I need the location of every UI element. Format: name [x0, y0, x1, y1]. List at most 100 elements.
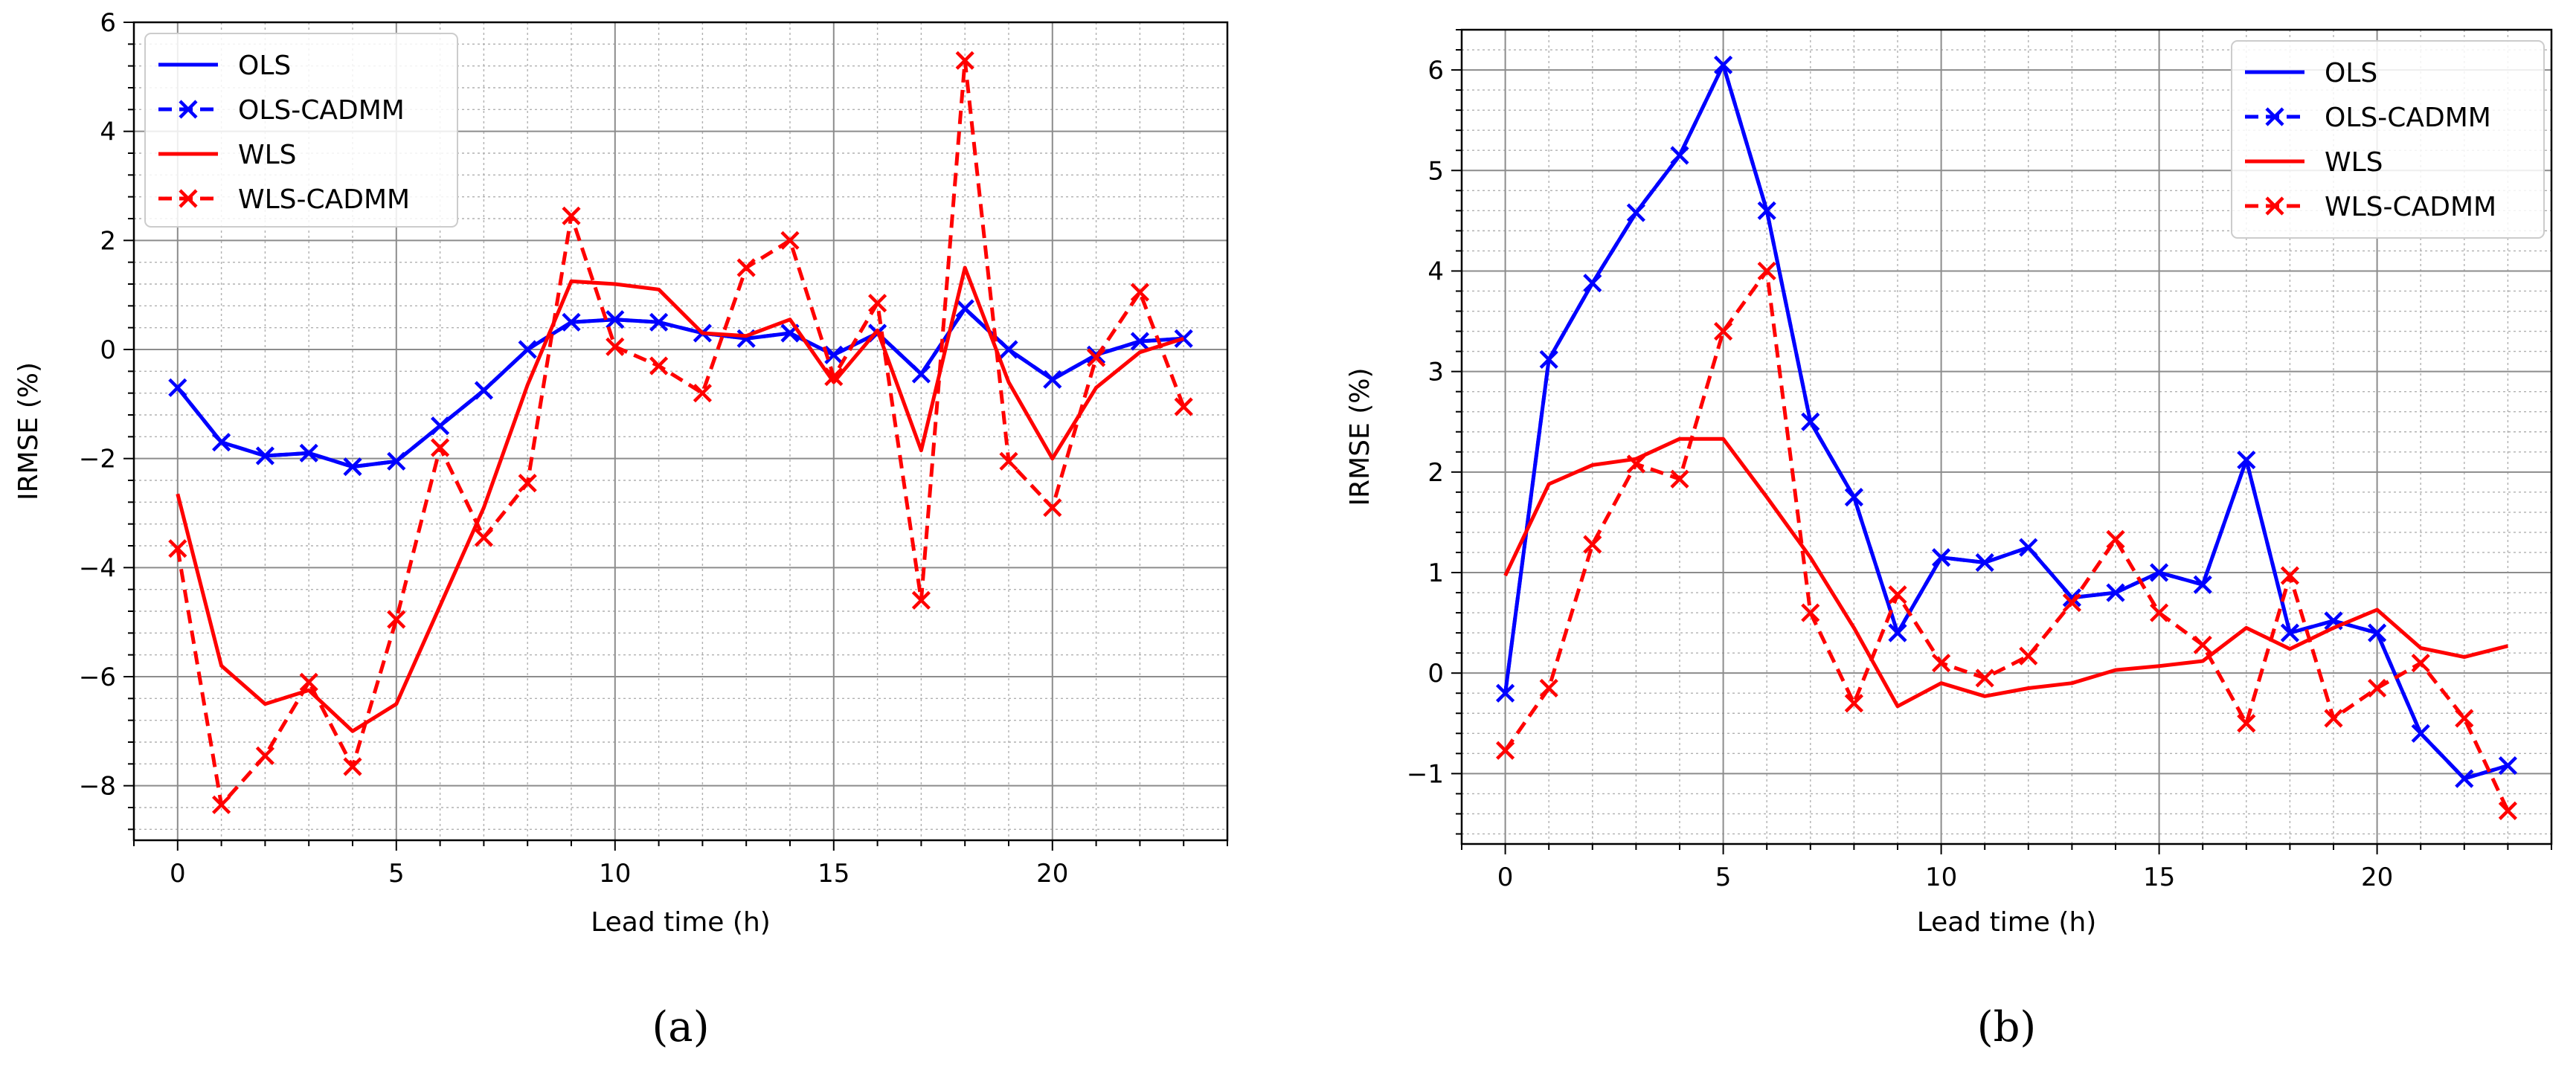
data-point-ols-cadmm — [2106, 583, 2125, 602]
panel-label: (a) — [652, 1003, 709, 1051]
y-tick-label: 1 — [1427, 558, 1444, 588]
data-point-ols-cadmm — [2237, 451, 2256, 470]
x-tick-label: 0 — [170, 859, 186, 889]
data-point-wls-cadmm — [168, 539, 187, 558]
legend-label-wls-cadmm: WLS-CADMM — [238, 184, 410, 215]
panel-a: 0 5 10 15 20 −8 −6 −4 −2 0 2 4 6 Lead time (h) IRMSE (… — [13, 8, 1229, 1051]
data-point-ols-cadmm — [1583, 274, 1602, 293]
y-tick-label: −4 — [79, 553, 116, 583]
data-point-ols-cadmm — [212, 433, 231, 452]
data-point-ols-cadmm — [562, 312, 581, 332]
x-tick-label: 15 — [818, 859, 849, 889]
data-point-ols-cadmm — [999, 340, 1018, 359]
legend-box — [2231, 40, 2545, 239]
y-tick-label: −2 — [79, 445, 116, 474]
data-point-wls-cadmm — [911, 590, 931, 610]
series-line-wls — [176, 265, 1184, 733]
data-point-ols-cadmm — [955, 299, 974, 318]
data-point-wls-cadmm — [1539, 678, 1558, 698]
data-point-wls-cadmm — [999, 451, 1018, 471]
legend: OLS OLS-CADMM WLS WLS-CADMM — [2231, 40, 2545, 239]
data-point-ols-cadmm — [1670, 146, 1689, 165]
series-line-ols — [176, 306, 1184, 469]
data-point-wls-cadmm — [2411, 654, 2430, 673]
data-point-wls-cadmm — [2455, 709, 2474, 728]
data-point-wls-cadmm — [955, 51, 974, 70]
data-point-ols-cadmm — [1626, 203, 1645, 222]
x-tick-label: 5 — [388, 859, 405, 889]
x-axis-title: Lead time (h) — [591, 907, 771, 938]
data-point-ols-cadmm — [1130, 332, 1149, 351]
legend-marker-wls-cadmm — [2265, 196, 2284, 216]
legend-marker-ols-cadmm — [2265, 107, 2284, 126]
legend: OLS OLS-CADMM WLS WLS-CADMM — [144, 33, 458, 228]
data-point-wls-cadmm — [606, 337, 625, 356]
data-point-wls-cadmm — [868, 294, 887, 313]
x-tick-label: 0 — [1497, 863, 1514, 892]
series-line-ols-cadmm — [1503, 62, 2509, 781]
series-layer — [1496, 55, 2517, 820]
data-point-wls-cadmm — [1174, 397, 1193, 416]
y-tick-label: 2 — [100, 226, 116, 256]
legend-label-wls-cadmm: WLS-CADMM — [2325, 192, 2496, 222]
panel-label: (b) — [1977, 1003, 2037, 1051]
y-tick-label: −1 — [1407, 759, 1444, 789]
data-point-ols-cadmm — [255, 446, 274, 465]
y-tick-label: −6 — [79, 663, 116, 692]
y-tick-label: 6 — [100, 8, 116, 38]
y-tick-label: 5 — [1427, 156, 1444, 186]
data-point-ols-cadmm — [2019, 538, 2038, 557]
data-point-wls-cadmm — [1130, 283, 1149, 302]
x-tick-label: 15 — [2143, 863, 2175, 892]
data-point-wls-cadmm — [2062, 593, 2081, 613]
data-point-ols-cadmm — [824, 345, 844, 364]
data-point-ols-cadmm — [2062, 588, 2081, 608]
y-tick-label: 0 — [100, 335, 116, 365]
data-point-wls-cadmm — [1844, 694, 1863, 713]
legend-marker-wls-cadmm — [179, 189, 198, 208]
data-point-ols-cadmm — [387, 451, 406, 471]
legend-label-wls: WLS — [238, 140, 297, 170]
data-point-wls-cadmm — [824, 367, 844, 387]
data-point-ols-cadmm — [606, 310, 625, 329]
data-point-wls-cadmm — [2019, 646, 2038, 666]
data-point-wls-cadmm — [1496, 741, 1515, 760]
data-point-wls-cadmm — [780, 231, 800, 250]
legend-marker-ols-cadmm — [179, 100, 198, 119]
data-point-ols-cadmm — [911, 364, 931, 384]
x-tick-label: 10 — [1925, 863, 1957, 892]
legend-label-ols-cadmm: OLS-CADMM — [238, 95, 405, 126]
y-tick-label: 6 — [1427, 56, 1444, 86]
data-point-wls-cadmm — [212, 795, 231, 814]
data-point-wls-cadmm — [431, 438, 450, 457]
data-point-wls-cadmm — [2280, 566, 2299, 585]
plot-frame — [1460, 28, 2553, 845]
series-line-ols-cadmm — [176, 306, 1184, 469]
plot-frame — [132, 21, 1229, 842]
ticks — [1451, 29, 2552, 854]
x-tick-label: 20 — [2361, 863, 2393, 892]
data-point-ols-cadmm — [1539, 349, 1558, 369]
data-point-wls-cadmm — [2237, 714, 2256, 733]
data-point-wls-cadmm — [2324, 709, 2343, 728]
data-point-ols-cadmm — [2411, 724, 2430, 743]
data-point-wls-cadmm — [255, 746, 274, 765]
data-point-ols-cadmm — [2280, 623, 2299, 642]
legend-label-ols: OLS — [238, 51, 291, 81]
data-point-ols-cadmm — [2498, 755, 2517, 776]
data-point-wls-cadmm — [1043, 498, 1062, 518]
x-axis-title: Lead time (h) — [1917, 907, 2097, 938]
data-point-wls-cadmm — [343, 757, 362, 776]
data-point-ols-cadmm — [1844, 488, 1863, 507]
data-point-wls-cadmm — [2498, 801, 2517, 820]
data-point-wls-cadmm — [1932, 654, 1951, 673]
y-tick-label: −8 — [79, 772, 116, 802]
y-tick-label: 4 — [1427, 257, 1444, 286]
y-axis-title: IRMSE (%) — [13, 362, 44, 500]
data-point-ols-cadmm — [168, 378, 187, 397]
data-point-ols-cadmm — [431, 416, 450, 436]
data-point-wls-cadmm — [518, 474, 537, 493]
data-point-wls-cadmm — [562, 206, 581, 225]
data-point-ols-cadmm — [1801, 412, 1820, 431]
